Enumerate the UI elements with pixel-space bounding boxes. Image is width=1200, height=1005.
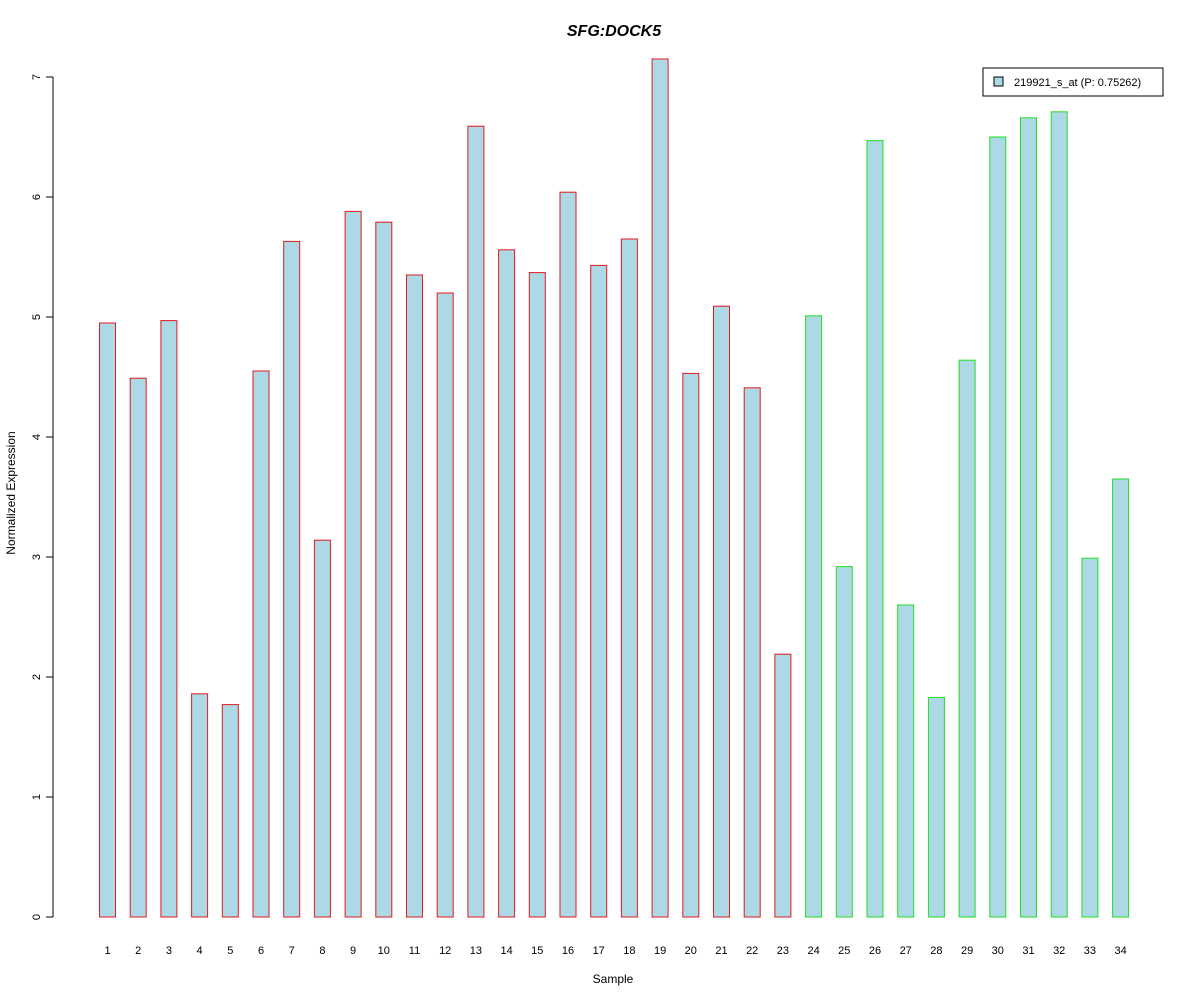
bar-sample-5 [221, 704, 239, 918]
bar-sample-14 [498, 249, 516, 918]
bar-sample-23 [774, 653, 792, 918]
x-tick-label: 32 [1053, 945, 1065, 957]
y-tick-label: 5 [31, 314, 43, 320]
bar-sample-11 [406, 274, 423, 918]
bar-sample-18 [620, 238, 638, 918]
x-tick-label: 2 [135, 945, 141, 957]
x-tick-label: 25 [838, 945, 850, 957]
legend: 219921_s_at (P: 0.75262) [982, 67, 1164, 97]
legend-label: 219921_s_at (P: 0.75262) [1014, 77, 1141, 89]
x-tick-label: 14 [500, 945, 512, 957]
y-axis: 0 1 2 3 4 5 6 7 [31, 74, 54, 920]
legend-box [982, 67, 1164, 97]
bar-sample-16 [559, 191, 577, 918]
x-tick-label: 11 [409, 945, 420, 957]
bar-sample-15 [528, 272, 546, 918]
y-tick-label: 6 [31, 194, 43, 200]
bar-sample-26 [866, 140, 884, 918]
x-tick-label: 20 [685, 945, 697, 957]
bar-sample-27 [897, 604, 915, 918]
bar-sample-4 [191, 693, 209, 918]
y-tick-label: 2 [31, 674, 43, 680]
y-tick-label: 4 [31, 434, 43, 440]
y-tick-label: 0 [31, 914, 43, 920]
x-tick-label: 10 [378, 945, 390, 957]
x-axis-label: Sample [593, 972, 634, 986]
bar-sample-17 [590, 264, 608, 918]
legend-swatch [993, 76, 1004, 87]
x-tick-label: 15 [531, 945, 543, 957]
y-tick-label: 3 [31, 554, 43, 560]
bar-sample-13 [467, 125, 485, 918]
x-tick-label: 13 [470, 945, 482, 957]
x-tick-label: 4 [197, 945, 203, 957]
x-tick-label: 24 [807, 945, 819, 957]
bar-sample-12 [436, 292, 454, 918]
y-tick-label: 1 [31, 794, 43, 800]
bar-sample-8 [313, 539, 331, 918]
x-tick-label: 6 [258, 945, 264, 957]
bars-group [99, 58, 1130, 918]
x-tick-label: 21 [715, 945, 727, 957]
bar-sample-21 [713, 305, 730, 918]
x-tick-label: 28 [930, 945, 942, 957]
bar-sample-1 [99, 322, 116, 918]
bar-sample-20 [682, 372, 700, 918]
bar-sample-31 [1020, 117, 1037, 918]
bar-sample-33 [1081, 557, 1099, 918]
x-tick-label: 3 [166, 945, 172, 957]
bar-sample-7 [283, 240, 301, 918]
bar-sample-22 [743, 387, 761, 918]
bar-sample-3 [160, 320, 178, 918]
x-tick-label: 22 [746, 945, 758, 957]
x-tick-label: 31 [1022, 945, 1034, 957]
x-tick-label: 29 [961, 945, 973, 957]
bar-sample-32 [1050, 111, 1068, 918]
bar-sample-28 [927, 696, 945, 918]
bar-sample-29 [958, 359, 976, 918]
x-tick-label: 8 [319, 945, 325, 957]
bar-sample-19 [651, 58, 669, 918]
x-tick-label: 34 [1114, 945, 1126, 957]
bar-sample-25 [835, 566, 853, 918]
bar-sample-24 [805, 315, 823, 918]
x-tick-label: 19 [654, 945, 666, 957]
bar-sample-6 [252, 370, 270, 918]
bar-sample-10 [375, 221, 393, 918]
x-tick-label: 7 [289, 945, 295, 957]
chart-title: SFG:DOCK5 [567, 23, 662, 40]
x-tick-label: 27 [900, 945, 912, 957]
x-tick-label: 16 [562, 945, 574, 957]
bar-sample-30 [989, 136, 1007, 918]
x-tick-label: 12 [439, 945, 451, 957]
x-tick-label: 17 [593, 945, 605, 957]
y-axis-label: Normalized Expression [4, 431, 18, 554]
x-tick-label: 9 [350, 945, 356, 957]
x-tick-label: 5 [227, 945, 233, 957]
x-tick-label: 33 [1084, 945, 1096, 957]
bar-sample-2 [129, 377, 147, 918]
bar-sample-34 [1112, 478, 1130, 918]
x-tick-label: 18 [623, 945, 635, 957]
x-tick-labels: 1 2 3 4 5 6 7 8 9 10 11 12 13 14 15 16 17 18 19 20 21 22 23 24 2… [104, 945, 1126, 957]
x-tick-label: 30 [992, 945, 1004, 957]
y-tick-label: 7 [31, 74, 43, 80]
x-tick-label: 23 [777, 945, 789, 957]
bar-sample-9 [344, 210, 362, 918]
x-tick-label: 1 [104, 945, 110, 957]
x-tick-label: 26 [869, 945, 881, 957]
